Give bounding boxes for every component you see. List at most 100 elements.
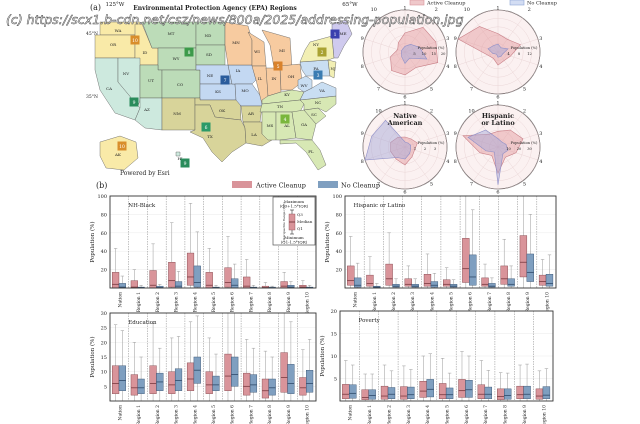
lon-label-2: 65°W: [342, 2, 358, 8]
radar-spoke-label: 10: [375, 109, 381, 115]
radar-series-no-cleanup: [467, 129, 509, 185]
epa-regions-map: WA OR ID MT WY ND SD CA NV UT AZ CO NM NE KS OK TX IA MO AR…: [94, 19, 353, 171]
region-marker-label: 1: [334, 32, 337, 38]
radar-spoke-label: 1: [403, 6, 406, 12]
radar-spoke: [380, 17, 406, 53]
box-active-cleanup: [280, 352, 288, 393]
key-iqr: Interquartile Range (IQR): [282, 202, 286, 241]
region-marker-label: 2: [321, 50, 324, 56]
state-label: KY: [284, 92, 290, 97]
region-marker-label: 10: [119, 144, 125, 150]
radar-spoke: [497, 51, 523, 87]
radar-spoke-label: 10: [371, 7, 377, 13]
radar-series-active-cleanup: [390, 26, 439, 76]
key-max-formula: (Q3+1.5*IQR): [280, 204, 309, 209]
state-label: NV: [123, 71, 130, 76]
box-active-cleanup: [186, 362, 195, 391]
y-tick-label: 100: [332, 194, 342, 200]
legend-swatch-active: [232, 181, 252, 188]
radar-spoke: [364, 51, 406, 66]
radar-spoke-label: 5: [523, 86, 526, 92]
radar-tick-label: 20: [517, 147, 522, 151]
box-no-cleanup: [488, 283, 496, 288]
key-min-formula: (Q1-1.5*IQR): [281, 240, 308, 245]
radar-spoke-label: 4: [539, 159, 542, 165]
box-active-cleanup: [366, 274, 374, 287]
region-marker-label: 4: [284, 117, 287, 123]
x-tick-label: Region 10: [544, 292, 550, 315]
y-axis-label: Population (%): [89, 337, 96, 378]
x-tick-label: Region 7: [248, 292, 254, 312]
y-axis-label: Population (%): [89, 222, 96, 263]
boxplot-panels: 20 40 60 80 100 Population (%) Nation Region 1 R…: [89, 194, 557, 424]
region-marker: [117, 141, 127, 151]
radar-tick-label: 5: [413, 52, 416, 56]
box-active-cleanup: [112, 365, 120, 394]
box-no-cleanup: [507, 278, 515, 287]
radar-spoke: [457, 146, 499, 161]
x-tick-label: Region 7: [483, 405, 489, 424]
x-tick-label: Region 6: [464, 405, 470, 424]
box-no-cleanup: [306, 370, 314, 393]
radar-spoke-label: 10: [468, 109, 474, 115]
region-marker: [220, 75, 230, 85]
state-tx: [189, 104, 247, 163]
state-oh: [279, 63, 303, 91]
radar-tick-label: 30: [527, 147, 532, 151]
state-label: HI: [177, 156, 182, 161]
state-tn: [259, 99, 305, 113]
y-tick-label: 80: [101, 212, 107, 218]
radar-spoke-label: 9: [454, 36, 457, 42]
state-nj: [327, 59, 337, 79]
radar-spoke: [404, 51, 446, 66]
state-ia: [227, 64, 257, 85]
state-label: OR: [110, 42, 117, 47]
box-no-cleanup: [542, 386, 551, 399]
box-no-cleanup: [545, 274, 554, 287]
map-credit: Powered by Esri: [120, 170, 170, 177]
radar-spoke: [364, 38, 406, 53]
box-active-cleanup: [535, 388, 544, 400]
watermark: (c) https://scx1.b-cdn.net/csz/news/800a…: [6, 12, 464, 27]
state-label: OH: [288, 74, 295, 79]
state-ga: [291, 109, 317, 141]
radar-tick-label: 15: [431, 52, 436, 56]
state-nv: [117, 57, 141, 107]
radar-axis-label: Population (%): [418, 141, 445, 145]
state-hi: [175, 151, 181, 157]
radar-spoke: [457, 133, 499, 148]
x-tick-label: Region 1: [136, 292, 142, 312]
region-marker-label: 5: [277, 64, 280, 70]
radar-spoke-label: 8: [454, 159, 457, 165]
panel-title: Poverty: [359, 318, 381, 324]
radar-spoke: [380, 51, 406, 87]
state-label: MT: [168, 31, 175, 36]
radar-spoke: [404, 17, 430, 53]
state-label: AK: [114, 152, 122, 157]
radar-spoke-label: 5: [430, 181, 433, 187]
radar-spoke-label: 1: [496, 6, 499, 12]
radar-spoke: [497, 133, 539, 148]
radar-spoke: [497, 51, 539, 66]
y-axis-label: Population (%): [319, 336, 326, 377]
state-label: AZ: [143, 107, 150, 112]
legend-swatch-active: [409, 0, 425, 6]
x-tick-label: Region 4: [192, 405, 198, 424]
radar-axis-label: Population (%): [511, 46, 538, 50]
region-marker-label: 9: [133, 100, 136, 106]
radar-legend: Active Cleanup No Cleanup: [409, 0, 557, 7]
x-tick-label: Region 3: [174, 292, 180, 312]
box-active-cleanup: [168, 262, 176, 288]
state-label: WV: [301, 83, 308, 88]
region-marker: [184, 47, 194, 57]
box-no-cleanup: [392, 284, 400, 288]
panel-b-label: (b): [96, 181, 107, 190]
y-tick-label: 5: [334, 377, 337, 383]
x-tick-label: Nation: [348, 405, 354, 421]
box-active-cleanup: [500, 265, 508, 285]
box-active-cleanup: [481, 277, 489, 287]
